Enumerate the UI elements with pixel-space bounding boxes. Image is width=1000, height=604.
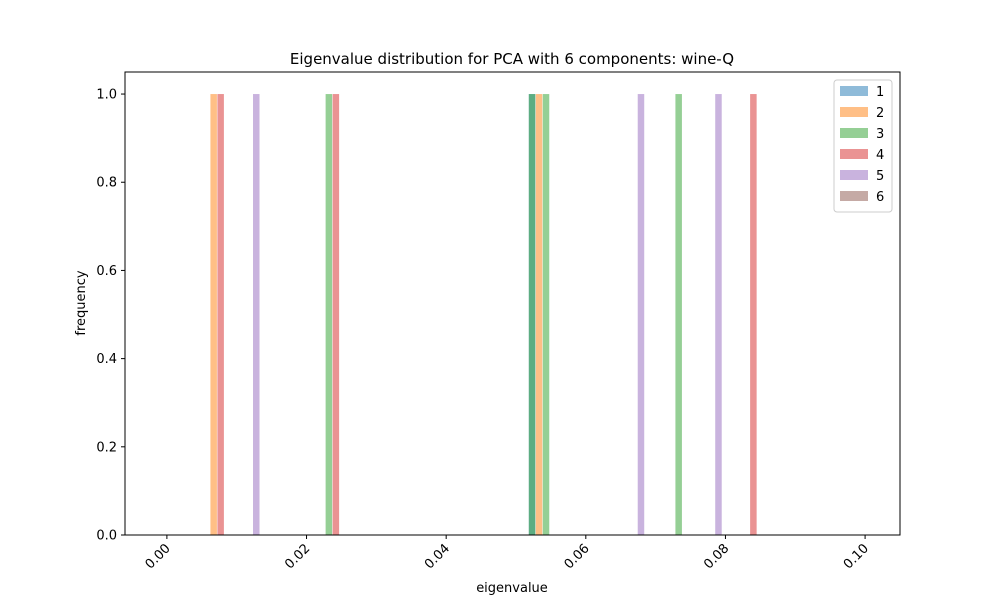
x-tick-label: 0.06 (562, 541, 593, 572)
y-tick-label: 1.0 (96, 88, 117, 103)
x-tick-label: 0.08 (701, 541, 732, 572)
legend-swatch (840, 170, 868, 180)
legend-label: 3 (876, 127, 884, 142)
legend-swatch (840, 149, 868, 159)
legend-label: 4 (876, 148, 884, 163)
x-tick-label: 0.04 (422, 541, 453, 572)
chart-title: Eigenvalue distribution for PCA with 6 c… (290, 50, 734, 68)
legend-swatch (840, 86, 868, 96)
bar-series-4 (750, 94, 757, 536)
bar-series-5 (253, 94, 260, 536)
bar-series-3 (675, 94, 682, 536)
x-axis-label: eigenvalue (476, 581, 548, 596)
bar-series-4 (332, 94, 340, 536)
x-tick-label: 0.02 (282, 541, 313, 572)
y-tick-label: 0.6 (96, 264, 117, 279)
bar-series-3 (325, 94, 333, 536)
x-tick-label: 0.00 (143, 541, 174, 572)
bar-series-2 (535, 94, 543, 536)
x-axis: 0.00 0.02 0.04 0.06 0.08 0.10 (143, 535, 872, 572)
y-axis: 0.0 0.2 0.4 0.6 0.8 1.0 (96, 88, 125, 544)
bar-series-3 (542, 94, 550, 536)
bar-series-5 (715, 94, 722, 536)
y-tick-label: 0.0 (96, 529, 117, 544)
y-tick-label: 0.8 (96, 176, 117, 191)
legend: 1 2 3 4 5 6 (833, 79, 893, 213)
legend-label: 1 (876, 85, 884, 100)
x-tick-label: 0.10 (841, 541, 872, 572)
legend-swatch (840, 128, 868, 138)
legend-label: 6 (876, 190, 884, 205)
plot-frame (124, 71, 901, 536)
legend-swatch (840, 191, 868, 201)
y-tick-label: 0.2 (96, 440, 117, 455)
y-tick-label: 0.4 (96, 352, 117, 367)
y-axis-label: frequency (74, 270, 89, 336)
bar-series-3 (528, 94, 536, 536)
legend-label: 5 (876, 169, 884, 184)
bar-series-4 (217, 94, 224, 536)
legend-swatch (840, 107, 868, 117)
bars-layer (210, 94, 757, 536)
legend-label: 2 (876, 106, 884, 121)
bar-series-5 (637, 94, 645, 536)
bar-series-2 (210, 94, 217, 536)
